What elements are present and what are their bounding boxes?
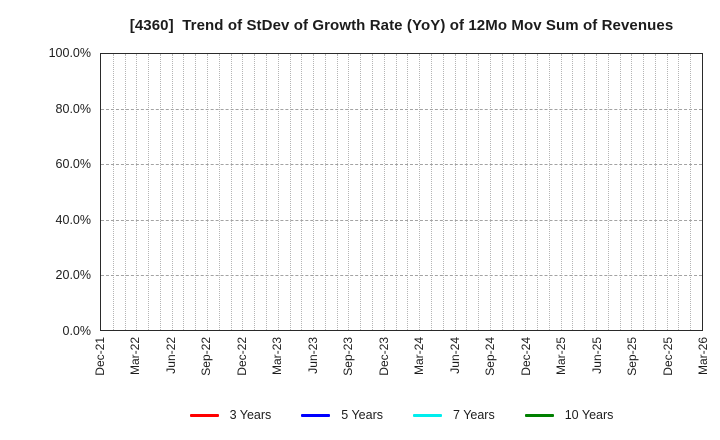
gridline-vertical: [112, 54, 114, 330]
legend-item: 10 Years: [524, 408, 614, 422]
gridline-vertical: [136, 54, 138, 330]
gridline-vertical: [159, 54, 161, 330]
gridline-vertical: [171, 54, 173, 330]
x-tick-label: Mar-23: [270, 337, 285, 376]
gridline-vertical: [548, 54, 550, 330]
gridline-vertical: [584, 54, 586, 330]
gridline-vertical: [277, 54, 279, 330]
gridline-vertical: [513, 54, 515, 330]
y-tick-label: 60.0%: [55, 157, 91, 172]
x-tick-label: Dec-25: [660, 337, 675, 376]
gridline-horizontal: [101, 109, 702, 111]
gridline-vertical: [254, 54, 256, 330]
gridline-vertical: [619, 54, 621, 330]
gridline-vertical: [489, 54, 491, 330]
x-tick-label: Mar-24: [412, 337, 427, 376]
y-tick-label: 100.0%: [48, 46, 91, 60]
legend-label: 10 Years: [564, 408, 614, 422]
gridline-vertical: [372, 54, 374, 330]
x-tick-label: Jun-24: [447, 337, 462, 374]
x-tick-label: Jun-22: [163, 337, 178, 374]
x-tick-label: Mar-22: [128, 337, 143, 376]
gridline-vertical: [218, 54, 220, 330]
legend-item: 7 Years: [413, 408, 495, 422]
chart-title: [4360] Trend of StDev of Growth Rate (Yo…: [129, 17, 674, 34]
legend-line-swatch: [524, 413, 554, 417]
x-tick-label: Jun-25: [589, 337, 604, 374]
legend-label: 3 Years: [229, 408, 272, 422]
gridline-vertical: [348, 54, 350, 330]
legend-item: 5 Years: [301, 408, 383, 422]
legend-item: 3 Years: [189, 408, 272, 422]
gridline-vertical: [360, 54, 362, 330]
gridline-vertical: [442, 54, 444, 330]
gridline-vertical: [654, 54, 656, 330]
gridline-vertical: [525, 54, 527, 330]
x-tick-label: Sep-22: [199, 337, 214, 376]
gridline-vertical: [643, 54, 645, 330]
gridline-vertical: [301, 54, 303, 330]
y-tick-label: 80.0%: [55, 101, 91, 116]
gridline-vertical: [230, 54, 232, 330]
gridline-vertical: [313, 54, 315, 330]
legend-label: 7 Years: [453, 408, 495, 422]
gridline-vertical: [324, 54, 326, 330]
gridline-vertical: [537, 54, 539, 330]
x-tick-label: Dec-22: [234, 337, 249, 376]
x-tick-label: Mar-26: [696, 337, 710, 376]
x-tick-label: Dec-21: [93, 337, 107, 376]
gridline-vertical: [289, 54, 291, 330]
gridline-vertical: [678, 54, 680, 330]
gridline-vertical: [148, 54, 150, 330]
legend-line-swatch: [413, 413, 443, 417]
x-tick-label: Sep-24: [483, 337, 498, 376]
x-tick-label: Sep-23: [341, 337, 356, 376]
series-layer: [101, 54, 702, 330]
gridline-horizontal: [101, 219, 702, 221]
legend: 3 Years 5 Years 7 Years 10 Years: [100, 403, 703, 427]
gridline-vertical: [454, 54, 456, 330]
x-tick-label: Sep-25: [625, 337, 640, 376]
gridline-vertical: [407, 54, 409, 330]
gridline-vertical: [336, 54, 338, 330]
y-tick-label: 0.0%: [62, 324, 92, 338]
gridline-vertical: [607, 54, 609, 330]
gridline-vertical: [207, 54, 209, 330]
gridline-vertical: [383, 54, 385, 330]
gridline-vertical: [466, 54, 468, 330]
gridline-vertical: [595, 54, 597, 330]
legend-label: 5 Years: [341, 408, 384, 422]
x-tick-label: Dec-23: [376, 337, 391, 376]
gridline-horizontal: [101, 164, 702, 166]
gridline-vertical: [666, 54, 668, 330]
gridline-vertical: [560, 54, 562, 330]
gridline-vertical: [478, 54, 480, 330]
y-tick-label: 40.0%: [55, 212, 91, 227]
gridline-vertical: [572, 54, 574, 330]
x-tick-label: Dec-24: [518, 337, 533, 376]
gridline-vertical: [242, 54, 244, 330]
gridline-vertical: [501, 54, 503, 330]
gridline-vertical: [183, 54, 185, 330]
legend-line-swatch: [189, 413, 219, 417]
gridline-vertical: [395, 54, 397, 330]
gridline-vertical: [419, 54, 421, 330]
gridline-vertical: [265, 54, 267, 330]
gridline-vertical: [690, 54, 692, 330]
gridline-vertical: [631, 54, 633, 330]
gridline-vertical: [195, 54, 197, 330]
plot-area: [100, 53, 703, 331]
gridline-vertical: [430, 54, 432, 330]
gridline-horizontal: [101, 274, 702, 276]
legend-line-swatch: [301, 413, 331, 417]
x-tick-label: Jun-23: [305, 337, 320, 374]
x-tick-label: Mar-25: [554, 337, 569, 376]
gridline-vertical: [124, 54, 126, 330]
y-tick-label: 20.0%: [55, 268, 91, 283]
